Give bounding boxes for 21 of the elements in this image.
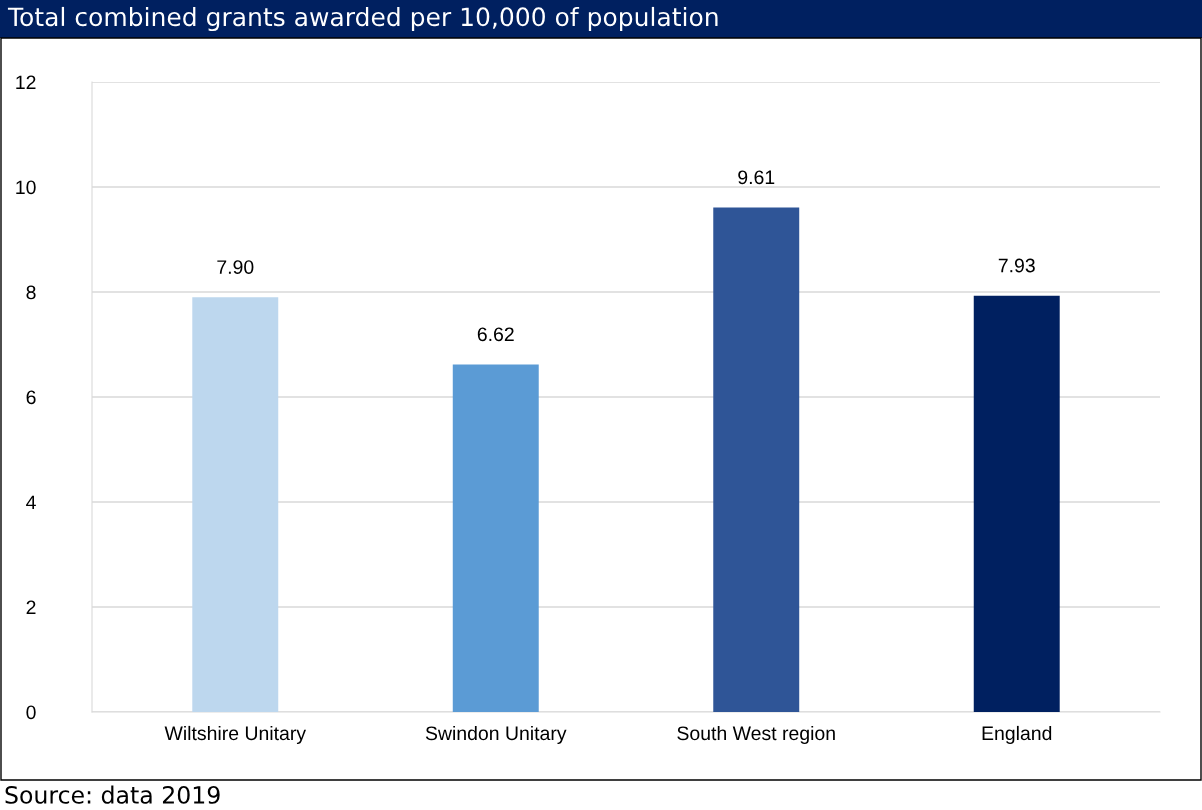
y-tick-label: 8: [26, 285, 36, 300]
y-tick-label: 4: [26, 495, 36, 510]
data-label: 9.61: [738, 170, 775, 185]
y-tick-label: 6: [26, 390, 36, 405]
data-label: 6.62: [477, 327, 514, 342]
data-label: 7.90: [217, 260, 254, 274]
x-tick-label: England: [982, 725, 1052, 745]
bar: [192, 297, 279, 712]
y-tick-label: 12: [16, 75, 36, 90]
bar: [452, 364, 539, 712]
x-tick-label: Wiltshire Unitary: [164, 725, 306, 745]
x-tick-label: Swindon Unitary: [425, 725, 567, 745]
x-tick-label: South West region: [677, 725, 835, 745]
y-tick-label: 10: [16, 180, 36, 195]
bar: [713, 207, 800, 712]
y-tick-label: 2: [26, 600, 36, 615]
data-label: 7.93: [998, 258, 1035, 273]
bar: [973, 295, 1060, 712]
source-note: Source: data 2019: [5, 785, 220, 804]
y-tick-label: 0: [26, 705, 36, 720]
chart-title: Total combined grants awarded per 10,000 of population: [7, 6, 718, 32]
